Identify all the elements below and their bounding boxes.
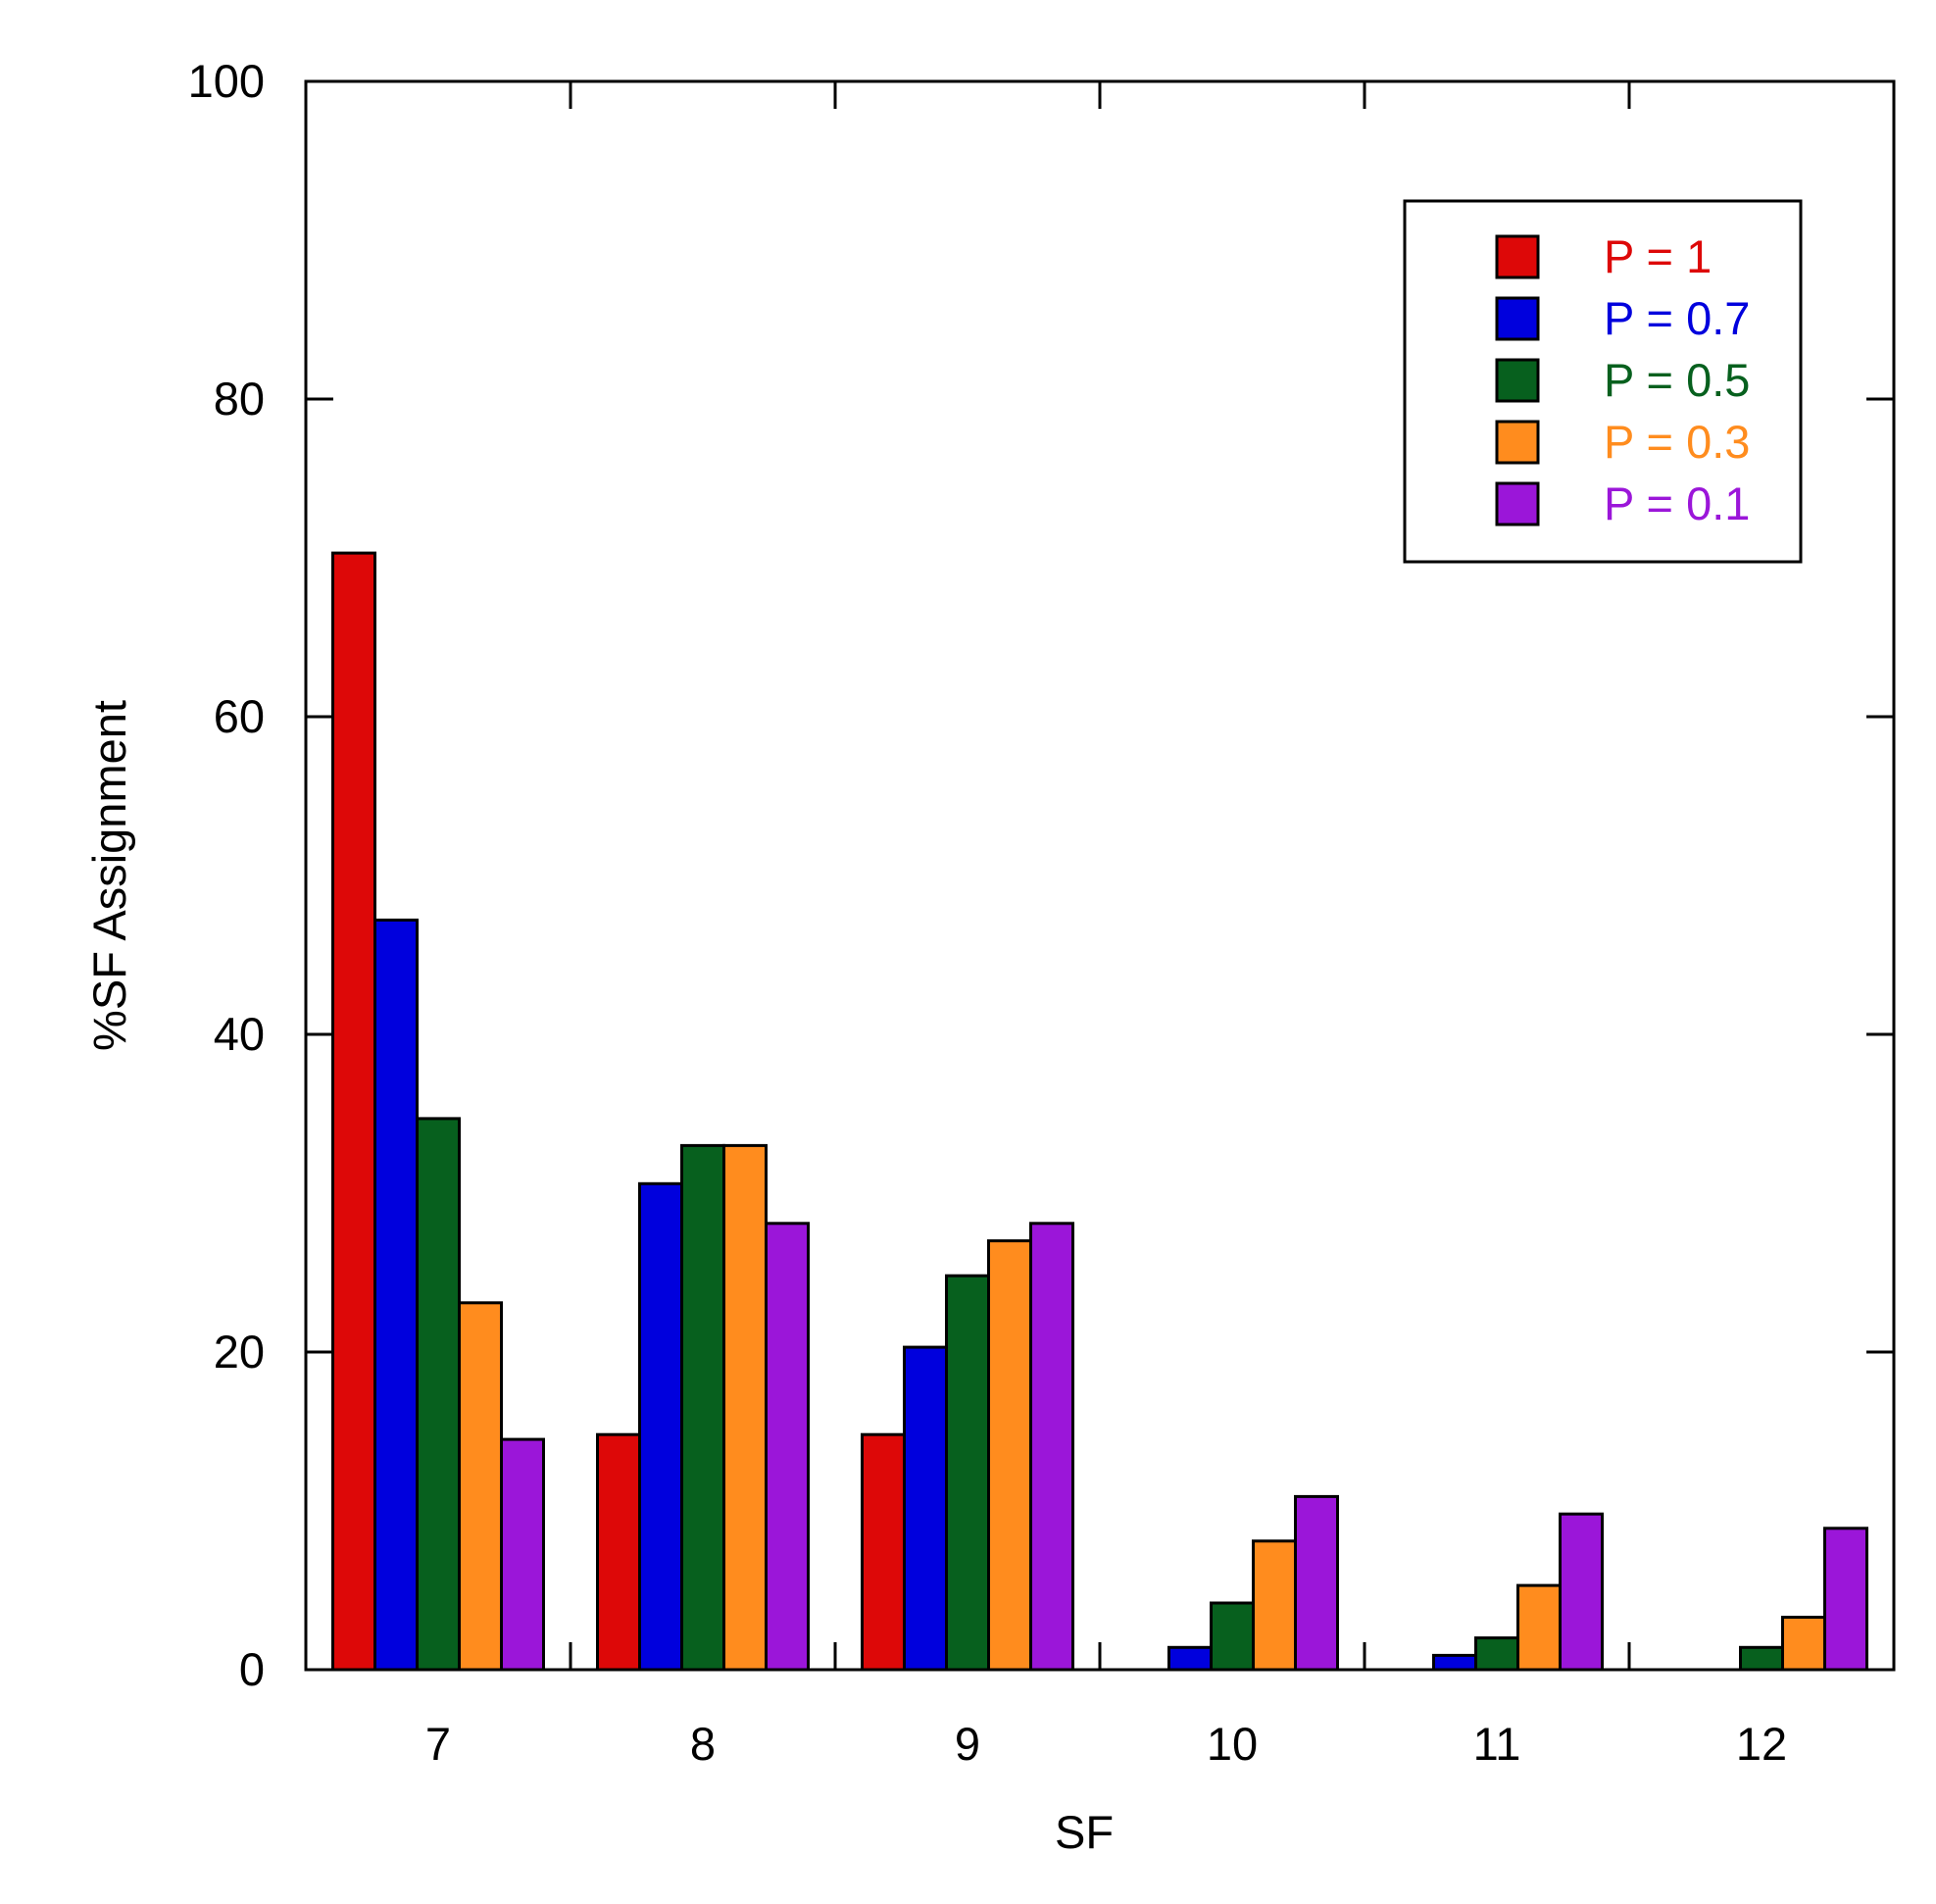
legend-label: P = 0.3 <box>1604 416 1750 468</box>
bar-sf-12-series-4 <box>1781 1616 1826 1672</box>
legend-label: P = 1 <box>1604 230 1712 282</box>
bar-sf-12-series-3 <box>1739 1645 1784 1672</box>
bar-sf-9-series-5 <box>1029 1222 1074 1672</box>
bar-sf-7-series-1 <box>331 551 376 1672</box>
y-tick-label: 20 <box>214 1326 265 1378</box>
y-tick-label: 40 <box>214 1008 265 1060</box>
y-tick-label: 0 <box>239 1643 265 1695</box>
legend-swatch <box>1495 296 1540 341</box>
x-tick-label: 10 <box>1207 1718 1258 1770</box>
bar-sf-11-series-2 <box>1432 1653 1477 1672</box>
bar-sf-10-series-3 <box>1210 1601 1255 1672</box>
bar-sf-9-series-3 <box>945 1274 990 1672</box>
bar-sf-11-series-4 <box>1516 1583 1562 1672</box>
bar-sf-10-series-5 <box>1294 1494 1339 1672</box>
x-tick-label: 12 <box>1736 1718 1787 1770</box>
y-axis-tick-labels: 0 20 40 60 80 100 <box>188 55 265 1695</box>
bar-sf-7-series-5 <box>500 1437 545 1672</box>
legend-label: P = 0.1 <box>1604 477 1750 529</box>
bar-sf-7-series-3 <box>416 1117 461 1672</box>
legend-swatch <box>1495 234 1540 279</box>
bars-layer <box>331 551 1868 1672</box>
legend-label: P = 0.7 <box>1604 292 1750 344</box>
bar-sf-8-series-5 <box>765 1222 810 1672</box>
x-tick-label: 7 <box>425 1718 451 1770</box>
y-tick-label: 60 <box>214 690 265 742</box>
x-tick-label: 11 <box>1473 1718 1521 1770</box>
y-axis-title: %SF Assignment <box>83 700 135 1051</box>
axis-ticks <box>306 79 1894 1672</box>
bar-sf-7-series-2 <box>373 918 419 1672</box>
bar-sf-7-series-4 <box>458 1301 503 1672</box>
legend-swatch <box>1495 358 1540 403</box>
bar-sf-9-series-2 <box>903 1345 948 1672</box>
bar-sf-11-series-5 <box>1559 1512 1604 1672</box>
bar-sf-9-series-4 <box>987 1239 1032 1672</box>
legend-label: P = 0.5 <box>1604 354 1750 406</box>
y-tick-label: 80 <box>214 373 265 425</box>
bar-sf-8-series-1 <box>596 1432 641 1672</box>
bar-sf-8-series-4 <box>722 1143 768 1672</box>
x-tick-label: 9 <box>955 1718 980 1770</box>
bar-sf-8-series-2 <box>638 1181 683 1672</box>
legend-swatch <box>1495 481 1540 526</box>
bar-sf-8-series-3 <box>680 1143 725 1672</box>
y-tick-label: 100 <box>188 55 265 107</box>
bar-sf-10-series-4 <box>1252 1539 1297 1672</box>
legend-swatch <box>1495 420 1540 465</box>
legend-box <box>1403 199 1803 564</box>
bar-sf-12-series-5 <box>1823 1527 1868 1672</box>
bar-sf-11-series-3 <box>1474 1636 1519 1672</box>
bar-sf-10-series-2 <box>1167 1645 1213 1672</box>
legend: P = 1 P = 0.7 P = 0.5 P = 0.3 P = 0.1 <box>1403 199 1803 564</box>
x-axis-title: SF <box>1055 1806 1114 1858</box>
x-axis-tick-labels: 7 8 9 10 11 12 <box>425 1718 1787 1770</box>
bar-sf-9-series-1 <box>861 1432 906 1672</box>
x-tick-label: 8 <box>690 1718 716 1770</box>
